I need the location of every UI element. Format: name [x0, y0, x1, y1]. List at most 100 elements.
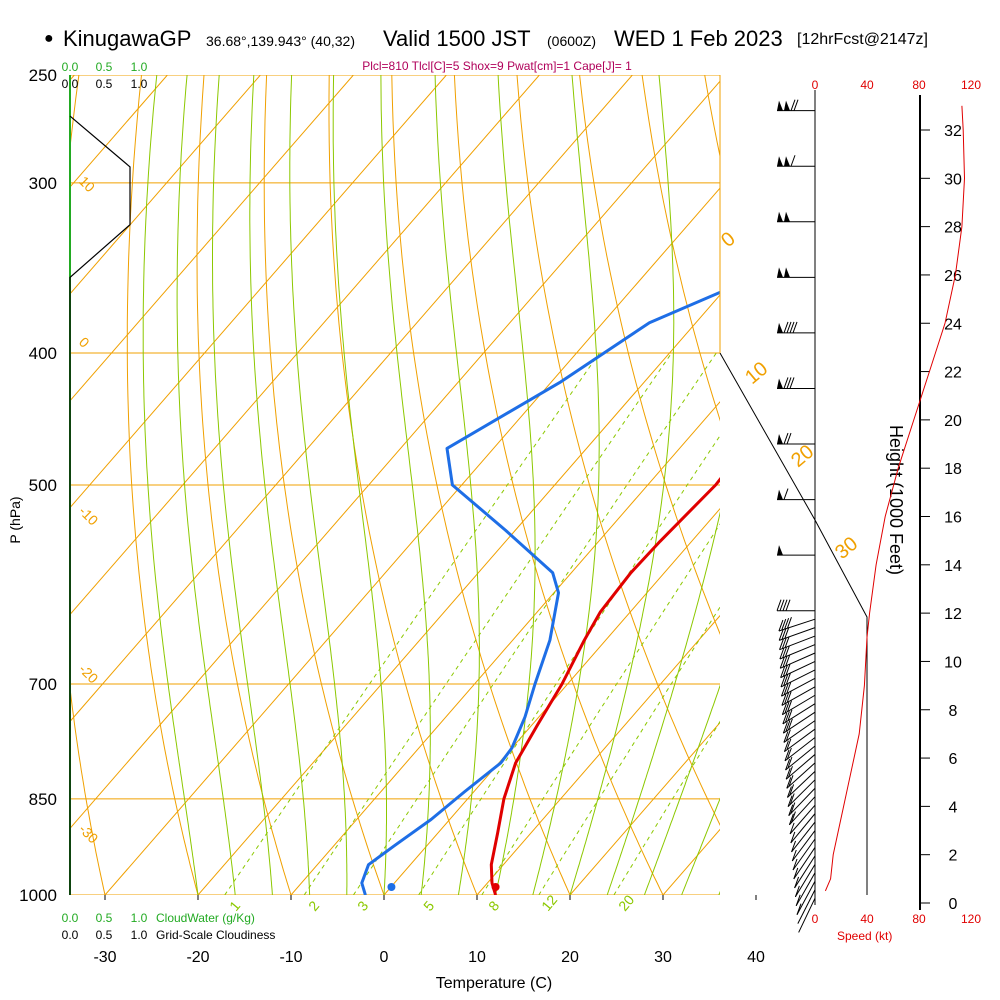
wind-barb [793, 847, 816, 880]
barb-flag [789, 822, 795, 835]
barb-flag [785, 720, 791, 732]
height-tick-label: 4 [949, 799, 958, 816]
height-tick-label: 20 [944, 413, 962, 430]
height-tick-label: 14 [944, 558, 962, 575]
wind-barb [777, 377, 815, 389]
barb-staff [787, 770, 816, 798]
barb-flag [788, 804, 794, 816]
y-axis-label: P (hPa) [7, 496, 23, 543]
mixing-ratio-label: 5 [420, 898, 437, 914]
barb-flag [788, 775, 794, 787]
moist-adiabat-line [681, 797, 720, 895]
barb-flag [785, 768, 791, 780]
wind-barb [779, 635, 816, 651]
wind-barb [781, 694, 816, 716]
pressure-tick-label: 1000 [19, 886, 57, 905]
barb-flag [786, 617, 792, 629]
moist-adiabat-line [289, 75, 348, 895]
barb-flag [786, 777, 792, 789]
speed-axis-label: Speed (kt) [837, 929, 892, 943]
barb-flag [778, 619, 784, 632]
barb-flag [792, 858, 798, 871]
sounding-profiles [360, 290, 720, 895]
barb-flag [787, 766, 793, 778]
utc-time: (0600Z) [547, 33, 597, 49]
cloud-water-tick-top: 1.0 [131, 60, 148, 74]
wind-barb [781, 686, 816, 706]
speed-tick-bottom: 40 [860, 912, 874, 926]
pressure-tick-label: 700 [29, 675, 57, 694]
barb-staff [782, 694, 816, 716]
barb-flag [788, 813, 794, 825]
barb-flag [782, 665, 788, 677]
speed-tick-top: 120 [961, 78, 981, 92]
wind-barb [777, 321, 815, 334]
barb-staff [791, 821, 816, 853]
barb-staff [788, 787, 816, 817]
barb-flag [784, 645, 790, 657]
barb-flag [784, 702, 790, 714]
barb-flag [781, 637, 787, 649]
height-axis-label: Height (1000 Feet) [886, 425, 906, 575]
wind-barb [783, 728, 816, 753]
wind-barb [778, 617, 816, 632]
barb-flag [786, 377, 792, 389]
isotherm-line [70, 75, 633, 723]
barb-flag [781, 703, 787, 715]
dry-adiabat-line [196, 75, 292, 895]
dewpoint-profile [360, 290, 720, 895]
speed-tick-top: 40 [860, 78, 874, 92]
barb-staff [793, 847, 816, 880]
barb-staff [783, 720, 816, 743]
barb-flag [780, 675, 786, 688]
barb-flag [790, 155, 796, 167]
speed-tick-top: 80 [912, 78, 926, 92]
cloud-water-tick-bottom: 0.5 [96, 911, 113, 925]
wind-barb [792, 838, 816, 871]
cloud-water-tick-top: 0.5 [96, 60, 113, 74]
barb-flag [783, 377, 789, 389]
mixing-ratio-line [418, 434, 720, 895]
barb-staff [791, 830, 816, 862]
temperature-tick-label: 40 [747, 949, 765, 966]
wind-speed-panel [814, 90, 966, 905]
barb-flag [779, 599, 785, 611]
barb-flag [787, 795, 793, 807]
barb-staff [784, 728, 816, 753]
dry-adiabat-line [825, 51, 1000, 924]
pressure-tick-label: 300 [29, 174, 57, 193]
moist-adiabat-line [643, 684, 720, 895]
surface-dewpoint-dot [387, 883, 396, 891]
mixing-ratio-label: 3 [354, 898, 371, 914]
barb-flag [785, 729, 791, 741]
barb-flag [793, 867, 799, 880]
wind-barbs [776, 99, 816, 933]
wind-barb [789, 804, 816, 835]
moist-adiabat-line [380, 75, 431, 895]
barb-flag [784, 617, 790, 630]
isotherm-line [70, 75, 447, 509]
barb-flag [779, 638, 784, 650]
barb-flag [782, 599, 788, 611]
barb-flag [790, 802, 796, 814]
mixing-ratio-line [538, 606, 720, 895]
wind-barb [795, 872, 816, 907]
valid-time: Valid 1500 JST [383, 26, 531, 51]
wind-barb [791, 830, 816, 862]
moist-adiabat-line [176, 75, 236, 895]
wind-barb [797, 889, 816, 924]
barb-flag [782, 646, 788, 659]
domain-boundary [719, 352, 868, 895]
barb-flag [785, 758, 791, 771]
barb-flag [785, 654, 791, 667]
isotherm-label: 20 [787, 441, 818, 472]
barb-flag [791, 840, 797, 853]
barb-pennant [777, 100, 783, 111]
height-tick-label: 10 [944, 654, 962, 671]
wind-speed-profile [824, 105, 966, 892]
barb-flag [784, 636, 790, 648]
barb-staff [797, 889, 816, 924]
barb-staff [784, 737, 816, 762]
cloudiness-label: Grid-Scale Cloudiness [156, 928, 275, 942]
